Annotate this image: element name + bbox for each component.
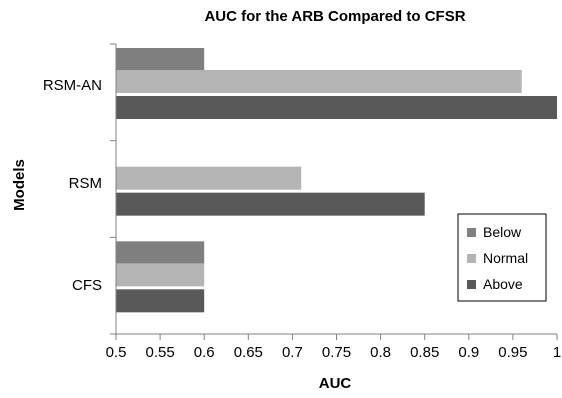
legend-label-normal: Normal — [483, 250, 528, 266]
bar-cfs-below — [116, 241, 205, 265]
bar-cfs-normal — [116, 263, 205, 287]
x-tick-label: 0.75 — [322, 344, 351, 361]
bar-rsm-an-normal — [116, 70, 522, 93]
x-tick-label: 0.8 — [370, 344, 391, 361]
legend-swatch-normal — [467, 254, 476, 263]
x-tick-label: 0.6 — [194, 344, 215, 361]
x-tick-label: 0.5 — [106, 344, 127, 361]
legend-swatch-below — [467, 228, 476, 237]
x-tick-label: 0.95 — [498, 344, 527, 361]
bar-cfs-above — [116, 289, 205, 313]
x-axis-title: AUC — [319, 375, 352, 392]
legend-label-above: Above — [483, 276, 523, 292]
x-tick-labels: 0.5 0.55 0.6 0.65 0.7 0.75 0.8 0.85 0.9 0.95 1 — [106, 344, 562, 361]
y-axis-title: Models — [11, 159, 28, 211]
x-tick-label: 1 — [553, 344, 561, 361]
legend-label-below: Below — [483, 224, 522, 240]
bar-rsm-normal — [116, 166, 302, 190]
chart-title: AUC for the ARB Compared to CFSR — [204, 8, 465, 25]
x-tick-label: 0.7 — [282, 344, 303, 361]
category-label: RSM — [69, 175, 102, 192]
x-tick-label: 0.85 — [410, 344, 439, 361]
bar-rsm-an-below — [116, 48, 205, 71]
x-tick-label: 0.65 — [234, 344, 263, 361]
legend-swatch-above — [467, 280, 476, 289]
bar-rsm-an-above — [116, 96, 557, 119]
category-label: RSM-AN — [43, 77, 102, 94]
axes — [110, 43, 558, 340]
bar-group — [116, 48, 557, 313]
x-tick-label: 0.55 — [145, 344, 174, 361]
legend: Below Normal Above — [457, 213, 547, 302]
x-tick-label: 0.9 — [458, 344, 479, 361]
bar-rsm-above — [116, 192, 425, 216]
category-labels: RSM-AN RSM CFS — [43, 77, 102, 294]
category-label: CFS — [72, 277, 102, 294]
